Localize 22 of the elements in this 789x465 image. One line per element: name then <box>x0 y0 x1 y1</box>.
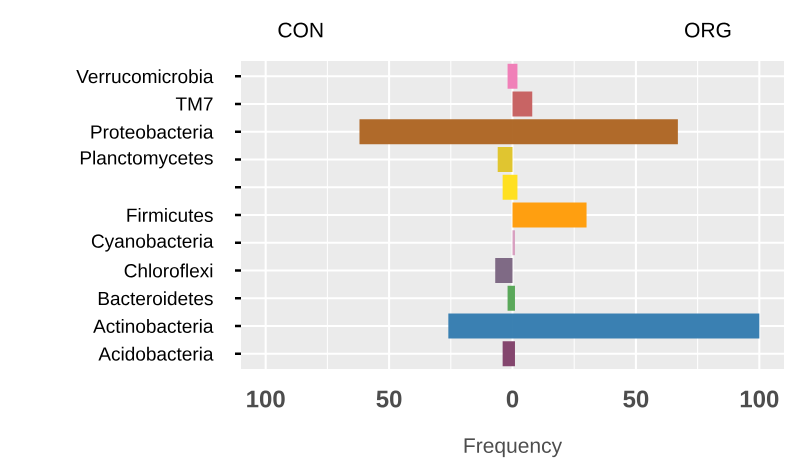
y-tick-label: Firmicutes <box>127 208 213 222</box>
text: ORG <box>685 22 730 38</box>
y-tick-label: TM7 <box>176 97 213 111</box>
y-tick-label: Bacteroidetes <box>98 291 213 306</box>
y-tick-label: Actinobacteria <box>93 319 214 333</box>
bar <box>512 202 587 228</box>
x-tick-label: 100 <box>247 390 285 408</box>
y-tick-label: Acidobacteria <box>98 346 214 361</box>
bar <box>498 147 513 172</box>
y-tick-label: Proteobacteria <box>91 124 214 139</box>
y-tick-label: Planctomycetes <box>80 150 213 168</box>
x-tick-label: 0 <box>506 390 518 408</box>
x-tick-label: 50 <box>376 390 402 408</box>
x-tick-label: 100 <box>740 390 778 408</box>
bar <box>512 92 532 116</box>
x-axis-title: Frequency <box>464 438 562 458</box>
y-tick-label: Chloroflexi <box>124 264 212 278</box>
bar <box>495 258 513 283</box>
y-tick-label: Cyanobacteria <box>92 234 214 252</box>
text: CON <box>278 22 322 38</box>
x-tick-label: 50 <box>623 390 648 408</box>
y-tick-label: Verrucomicrobia <box>76 69 214 84</box>
